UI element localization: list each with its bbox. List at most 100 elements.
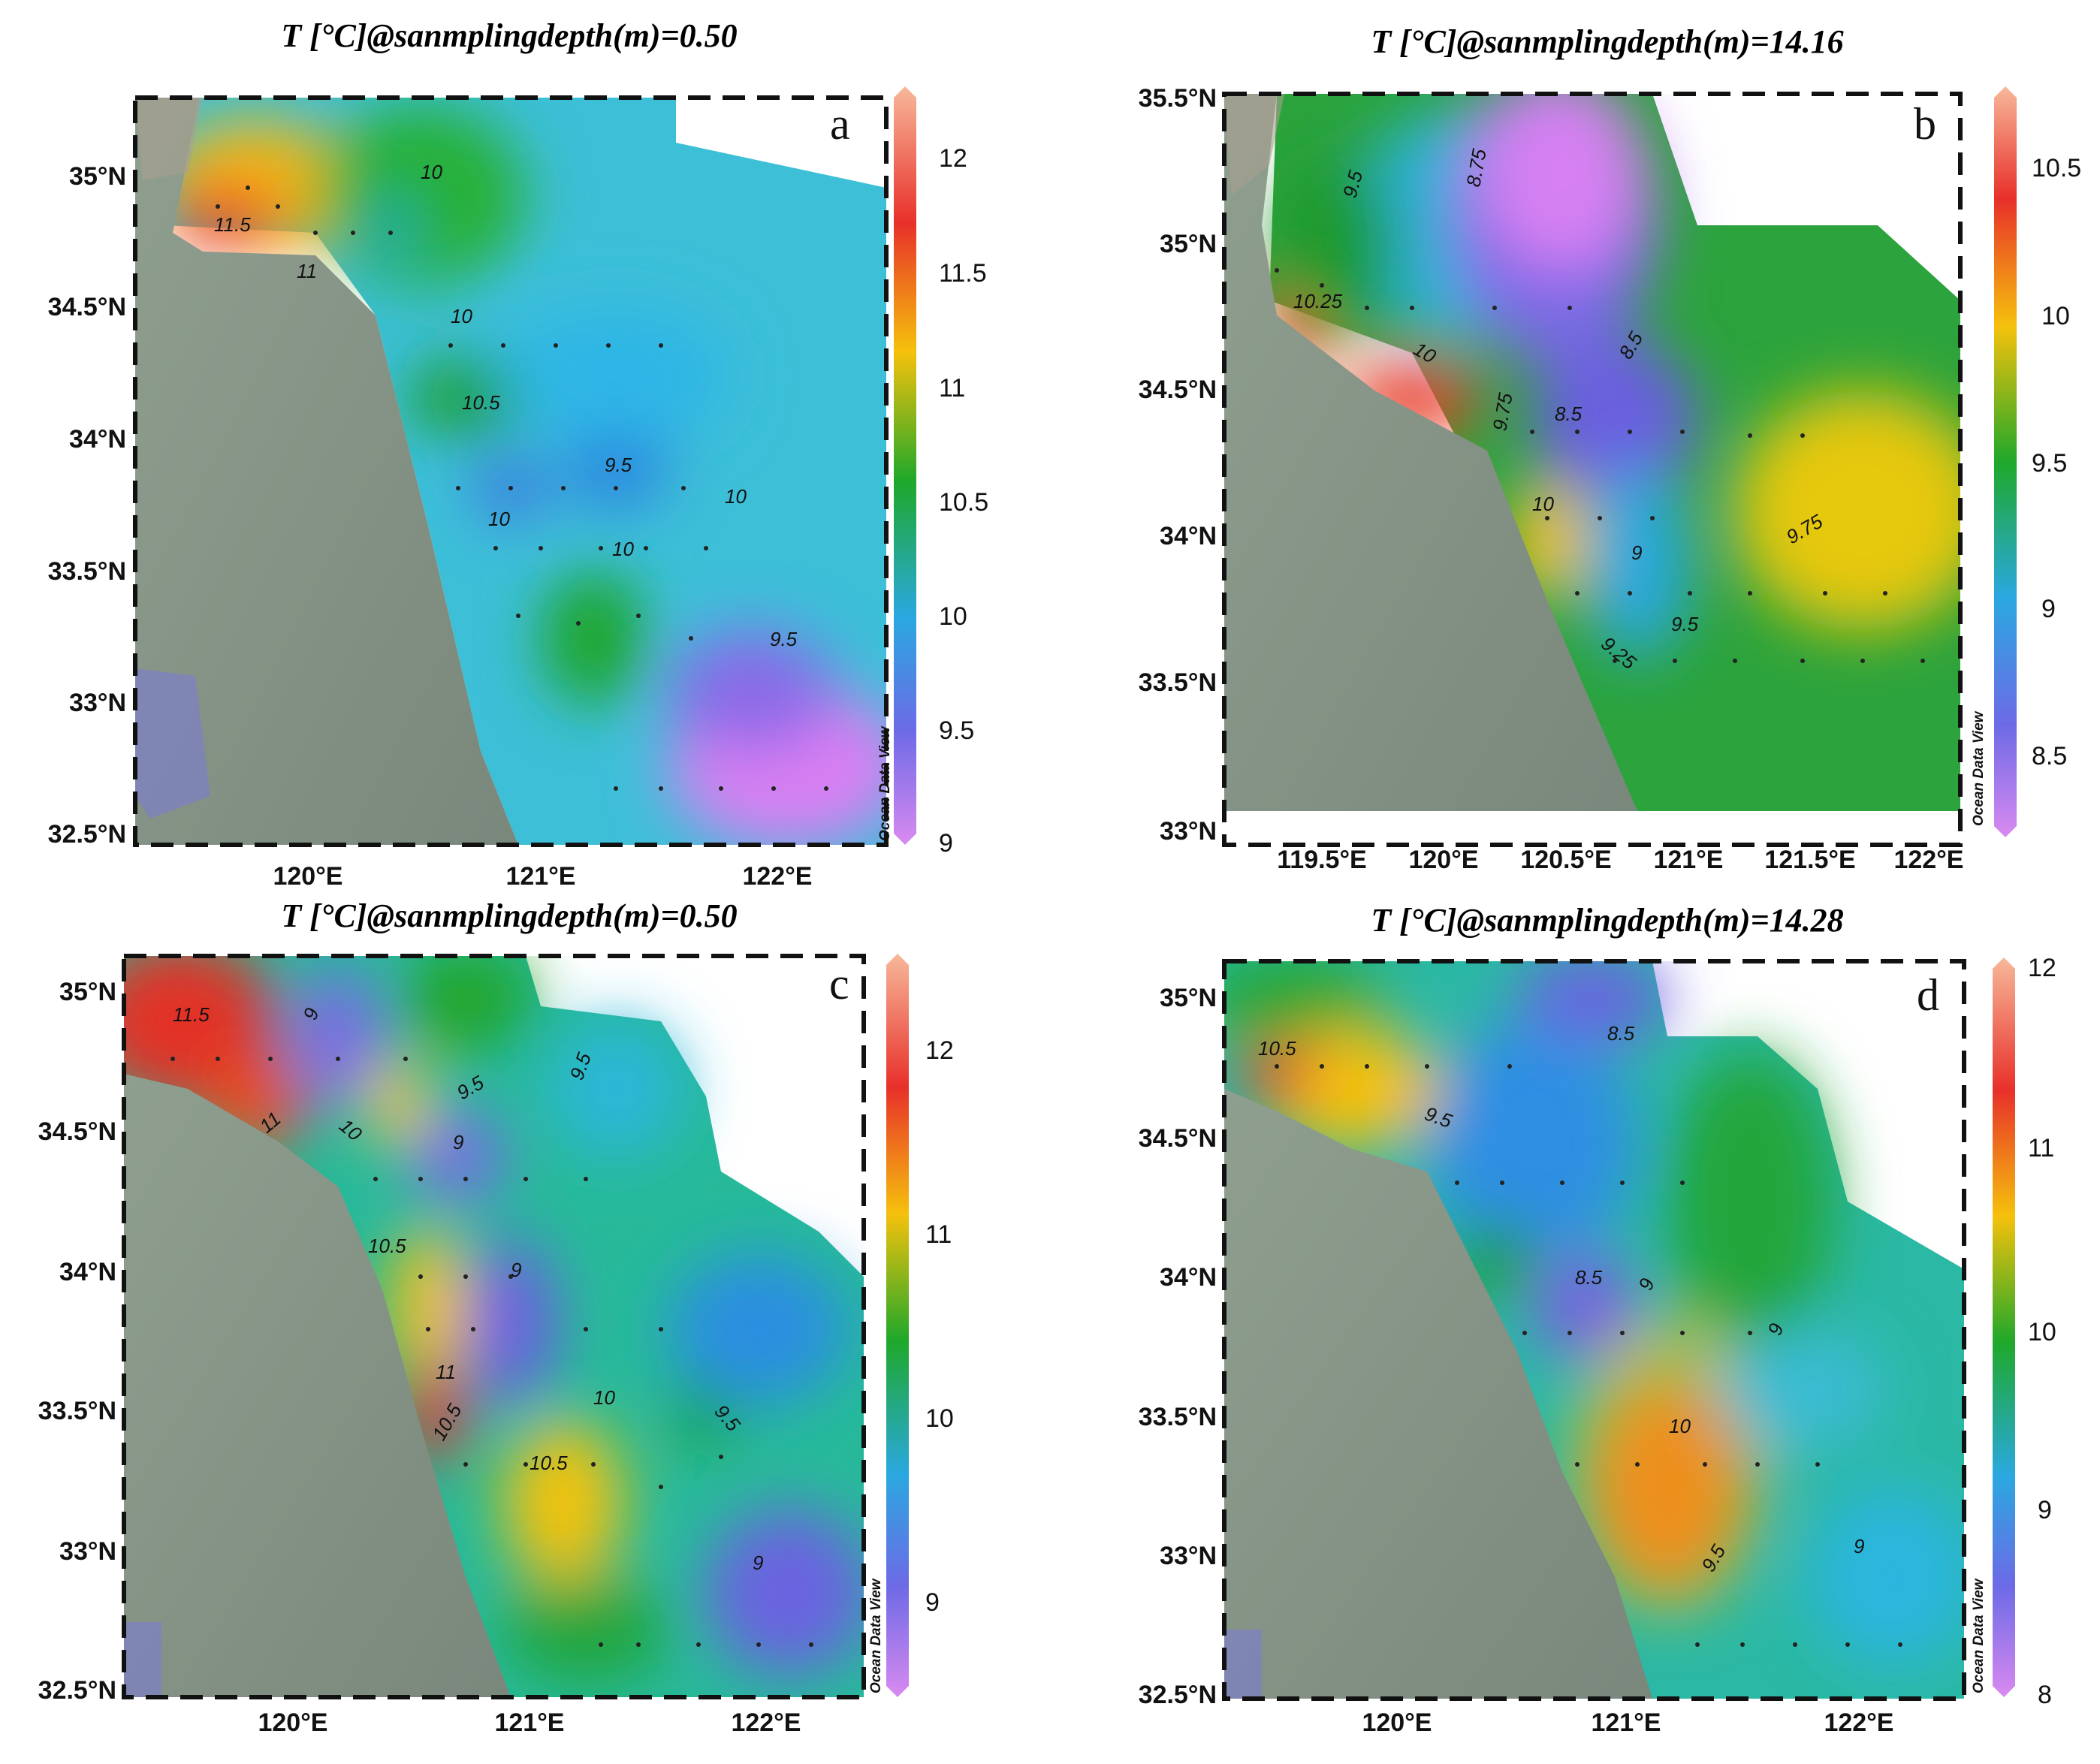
panel-d: T [°C]@sanmplingdepth(m)=14.28 [1139,902,2056,1737]
panel-b-lat-label: 34.5°N [1139,375,1217,404]
panel-b-watermark: Ocean Data View [1971,710,1987,826]
panel-a-contour-label: 9.5 [605,454,632,476]
panel-c-contour-label: 11.5 [173,1003,210,1026]
panel-a-lat-label: 33°N [69,689,126,717]
panel-a-contour-label: 11 [297,260,317,282]
panel-c-lat-axis: 35°N 34.5°N 34°N 33.5°N 33°N 32.5°N [38,978,116,1705]
panel-d-lat-label: 34.5°N [1139,1124,1217,1153]
panel-b-lon-label: 121°E [1653,846,1723,874]
panel-b-colorbar-tick: 9.5 [2032,449,2067,478]
panel-b-lon-label: 120°E [1408,846,1478,874]
panel-a-lat-label: 33.5°N [48,557,126,586]
panel-b-letter: b [1914,99,1936,149]
panel-c-lat-label: 33.5°N [38,1397,116,1425]
panel-c-lon-label: 121°E [494,1708,564,1737]
panel-a-lat-axis: 35°N 34.5°N 34°N 33.5°N 33°N 32.5°N [48,162,126,849]
panel-d-contour-label: 8.5 [1607,1022,1635,1045]
panel-a: T [°C]@sanmplingdepth(m)=0.50 [48,17,989,891]
panel-a-lon-label: 122°E [742,862,812,891]
panel-d-lon-label: 120°E [1362,1708,1432,1737]
panel-d-lat-label: 32.5°N [1139,1681,1217,1709]
panel-d-colorbar-tick: 8 [2038,1681,2052,1709]
panel-c-lat-label: 33°N [59,1537,116,1566]
panel-d-lat-label: 34°N [1160,1263,1217,1292]
panel-a-colorbar-tick: 11 [939,374,965,403]
panel-b-map: 9.5 8.75 10.25 10 9.75 8.5 8.5 10 9 9.25… [1224,94,1960,845]
panel-c-colorbar-tick: 9 [925,1588,940,1617]
panel-d-watermark: Ocean Data View [1971,1578,1987,1693]
panel-b-lat-axis: 35.5°N 35°N 34.5°N 34°N 33.5°N 33°N [1139,84,1217,846]
panel-c-colorbar-tick: 10 [925,1404,954,1433]
panel-a-letter: a [830,99,850,149]
panel-a-contour-label: 10 [488,508,510,530]
panel-c-contour-label: 10 [593,1386,615,1409]
panel-b-colorbar-tick: 8.5 [2032,742,2067,770]
panel-c-colorbar-tick: 12 [925,1036,954,1065]
panel-c-watermark: Ocean Data View [868,1578,884,1693]
panel-a-contour-label: 10.5 [462,391,500,414]
panel-b-frame [1222,92,1963,847]
panel-b-lat-label: 34°N [1160,522,1217,550]
panel-c-stations [170,1057,813,1647]
panel-c-lat-label: 34°N [59,1258,116,1286]
panel-b-lon-label: 122°E [1893,846,1963,874]
panel-d-contour-label: 10 [1669,1415,1691,1437]
panel-c-contour-label: 11 [436,1361,456,1383]
panel-d-colorbar-tick: 12 [2028,954,2056,982]
panel-d-contour-label: 8.5 [1575,1266,1603,1289]
panel-b-lon-label: 119.5°E [1277,846,1366,874]
panel-d-lon-label: 122°E [1824,1708,1893,1737]
panel-c-contour-label: 9 [453,1131,463,1153]
panel-c-lat-label: 34.5°N [38,1117,116,1146]
panel-c-lon-label: 120°E [258,1708,327,1737]
panel-a-colorbar-tick: 10.5 [939,488,988,517]
panel-c-contour-label: 9 [753,1551,763,1574]
panel-b-colorbar-tick: 9 [2041,595,2056,623]
panel-d-lat-label: 33.5°N [1139,1403,1217,1431]
panel-a-title: T [°C]@sanmplingdepth(m)=0.50 [281,17,737,54]
panel-b-contour-label: 8.5 [1555,403,1583,425]
panel-c-contour-label: 10.5 [368,1235,406,1257]
panel-b-lon-label: 121.5°E [1764,846,1855,874]
panel-c-colorbar: Ocean Data View 12 11 10 9 [868,954,954,1697]
panel-b-lat-label: 33.5°N [1139,668,1217,697]
panel-a-contour-label: 10 [421,161,442,183]
panel-d-frame [1222,959,1966,1701]
panel-d-title: T [°C]@sanmplingdepth(m)=14.28 [1371,902,1843,939]
panel-a-lat-label: 35°N [69,162,126,191]
panel-b-contour-label: 10 [1532,493,1554,515]
panel-d-lat-label: 35°N [1160,984,1217,1012]
panel-b-title: T [°C]@sanmplingdepth(m)=14.16 [1371,23,1843,60]
panel-c-colorbar-tick: 11 [925,1220,952,1249]
panel-c-lat-label: 32.5°N [38,1676,116,1705]
panel-c-contour-label: 10.5 [530,1452,568,1474]
panel-a-lon-label: 121°E [505,862,575,891]
panel-d-letter: d [1917,970,1939,1020]
panel-a-stations [216,185,828,791]
panel-a-contour-label: 10 [451,305,472,327]
panel-b-lat-label: 35.5°N [1139,84,1217,113]
panel-d-lat-axis: 35°N 34.5°N 34°N 33.5°N 33°N 32.5°N [1139,984,1217,1709]
panel-d-lon-label: 121°E [1591,1708,1661,1737]
panel-a-contour-label: 9.5 [770,628,798,650]
panel-c: T [°C]@sanmplingdepth(m)=0.50 [38,897,954,1737]
panel-a-colorbar-tick: 9 [939,829,953,858]
panel-b-contour-label: 9.5 [1671,613,1699,635]
panel-b-contour-label: 10.25 [1293,290,1343,312]
panel-c-lat-label: 35°N [59,978,116,1006]
panel-a-frame [133,95,889,847]
panel-d-stations [1275,1064,1902,1647]
panel-a-colorbar-tick: 11.5 [939,259,987,288]
panel-b-lon-label: 120.5°E [1520,846,1611,874]
panel-c-frame [122,954,866,1699]
panel-a-lat-label: 34.5°N [48,293,126,321]
panel-a-lon-label: 120°E [273,862,342,891]
panel-b: T [°C]@sanmplingdepth(m)=14.16 [1139,23,2082,874]
panel-b-lat-label: 35°N [1160,230,1217,258]
panel-a-colorbar: Ocean Data View 12 11.5 11 10.5 10 9.5 9 [877,86,988,858]
panel-a-contour-label: 10 [612,538,634,560]
panel-d-map: 10.5 8.5 9.5 8.5 9 9 10 9.5 9 [1224,961,1964,1699]
panel-d-lat-label: 33°N [1160,1542,1217,1570]
panel-a-map: 10 11.5 11 10 10.5 9.5 10 10 10 9.5 [135,98,886,845]
